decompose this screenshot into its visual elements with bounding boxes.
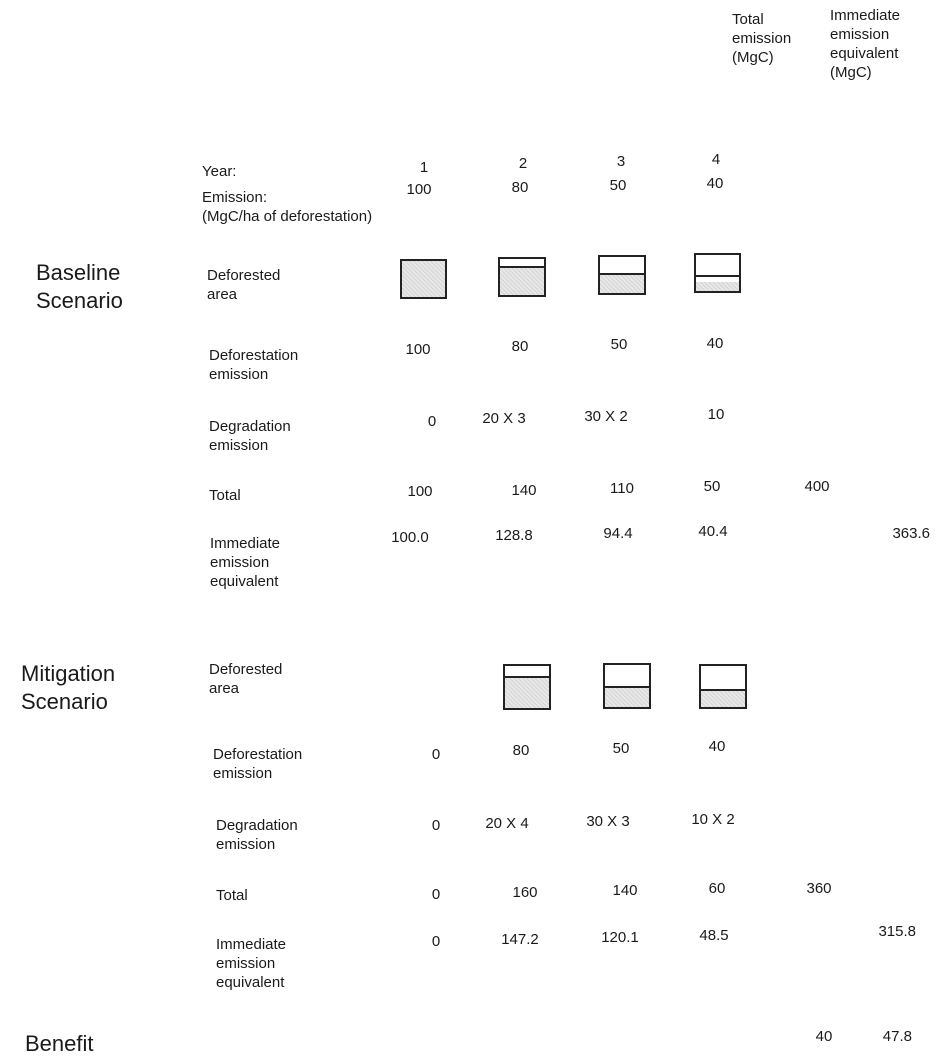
baseline-deforested-box-2 [498, 257, 546, 297]
baseline-total-sum: 400 [804, 478, 830, 495]
baseline-immediate-label: Immediate emission equivalent [210, 535, 281, 590]
mitigation-total-3: 140 [612, 882, 638, 899]
year-4: 4 [711, 151, 721, 168]
baseline-degradation-label: Degradation emission [209, 418, 291, 454]
baseline-immediate-4: 40.4 [698, 523, 728, 540]
baseline-degradation-2: 20 X 3 [482, 410, 526, 427]
mitigation-immediate-1: 0 [431, 933, 441, 950]
mitigation-degradation-2: 20 X 4 [485, 815, 529, 832]
mitigation-scenario-title: Mitigation Scenario [21, 661, 116, 714]
baseline-total-2: 140 [511, 482, 537, 499]
mitigation-deforested-box-3 [603, 663, 651, 709]
emission-4: 40 [706, 175, 724, 192]
mitigation-deforestation-1: 0 [431, 746, 441, 763]
mitigation-degradation-label: Degradation emission [216, 817, 298, 853]
mitigation-total-sum: 360 [806, 880, 832, 897]
benefit-total: 40 [815, 1028, 833, 1045]
benefit-immediate: 47.8 [882, 1028, 912, 1045]
baseline-total-1: 100 [407, 483, 433, 500]
immediate-emission-header: Immediate emission equivalent (MgC) [830, 7, 901, 81]
year-label: Year: [202, 163, 237, 180]
mitigation-deforestation-4: 40 [708, 738, 726, 755]
baseline-deforested-label: Deforested area [207, 267, 281, 303]
year-3: 3 [616, 153, 626, 170]
baseline-deforestation-label: Deforestation emission [209, 347, 299, 383]
baseline-total-3: 110 [610, 480, 634, 497]
mitigation-immediate-2: 147.2 [501, 931, 539, 948]
baseline-degradation-4: 10 [707, 406, 725, 423]
baseline-degradation-1: 0 [427, 413, 437, 430]
baseline-deforested-box-3 [598, 255, 646, 295]
mitigation-deforested-box-4 [699, 664, 747, 709]
emission-3: 50 [609, 177, 627, 194]
baseline-total-4: 50 [703, 478, 721, 495]
mitigation-immediate-3: 120.1 [601, 929, 639, 946]
mitigation-immediate-label: Immediate emission equivalent [216, 936, 287, 991]
baseline-deforestation-3: 50 [610, 336, 628, 353]
baseline-immediate-1: 100.0 [391, 529, 429, 546]
baseline-deforested-box-4 [694, 253, 741, 293]
baseline-total-label: Total [209, 487, 241, 504]
mitigation-deforested-box-2 [503, 664, 551, 710]
baseline-deforestation-4: 40 [706, 335, 724, 352]
mitigation-immediate-4: 48.5 [699, 927, 729, 944]
baseline-immediate-2: 128.8 [495, 527, 533, 544]
baseline-deforestation-2: 80 [511, 338, 529, 355]
mitigation-immediate-sum: 315.8 [878, 923, 916, 940]
mitigation-deforestation-label: Deforestation emission [213, 746, 303, 782]
mitigation-total-label: Total [216, 887, 248, 904]
mitigation-degradation-3: 30 X 3 [586, 813, 630, 830]
baseline-immediate-sum: 363.6 [892, 525, 930, 542]
baseline-deforested-box-1 [400, 259, 447, 299]
baseline-scenario-title: Baseline Scenario [36, 260, 123, 313]
mitigation-degradation-4: 10 X 2 [691, 811, 735, 828]
mitigation-deforestation-3: 50 [612, 740, 630, 757]
emission-2: 80 [511, 179, 529, 196]
mitigation-deforested-label: Deforested area [209, 661, 283, 697]
benefit-title: Benefit [25, 1031, 94, 1056]
baseline-immediate-3: 94.4 [603, 525, 633, 542]
mitigation-total-1: 0 [431, 886, 441, 903]
mitigation-total-4: 60 [708, 880, 726, 897]
year-1: 1 [419, 159, 429, 176]
emission-label: Emission: (MgC/ha of deforestation) [202, 189, 373, 225]
total-emission-header: Total emission (MgC) [732, 11, 792, 66]
baseline-deforestation-1: 100 [405, 341, 431, 358]
emission-1: 100 [406, 181, 432, 198]
baseline-degradation-3: 30 X 2 [584, 408, 628, 425]
mitigation-total-2: 160 [512, 884, 538, 901]
mitigation-degradation-1: 0 [431, 817, 441, 834]
mitigation-deforestation-2: 80 [512, 742, 530, 759]
year-2: 2 [518, 155, 528, 172]
